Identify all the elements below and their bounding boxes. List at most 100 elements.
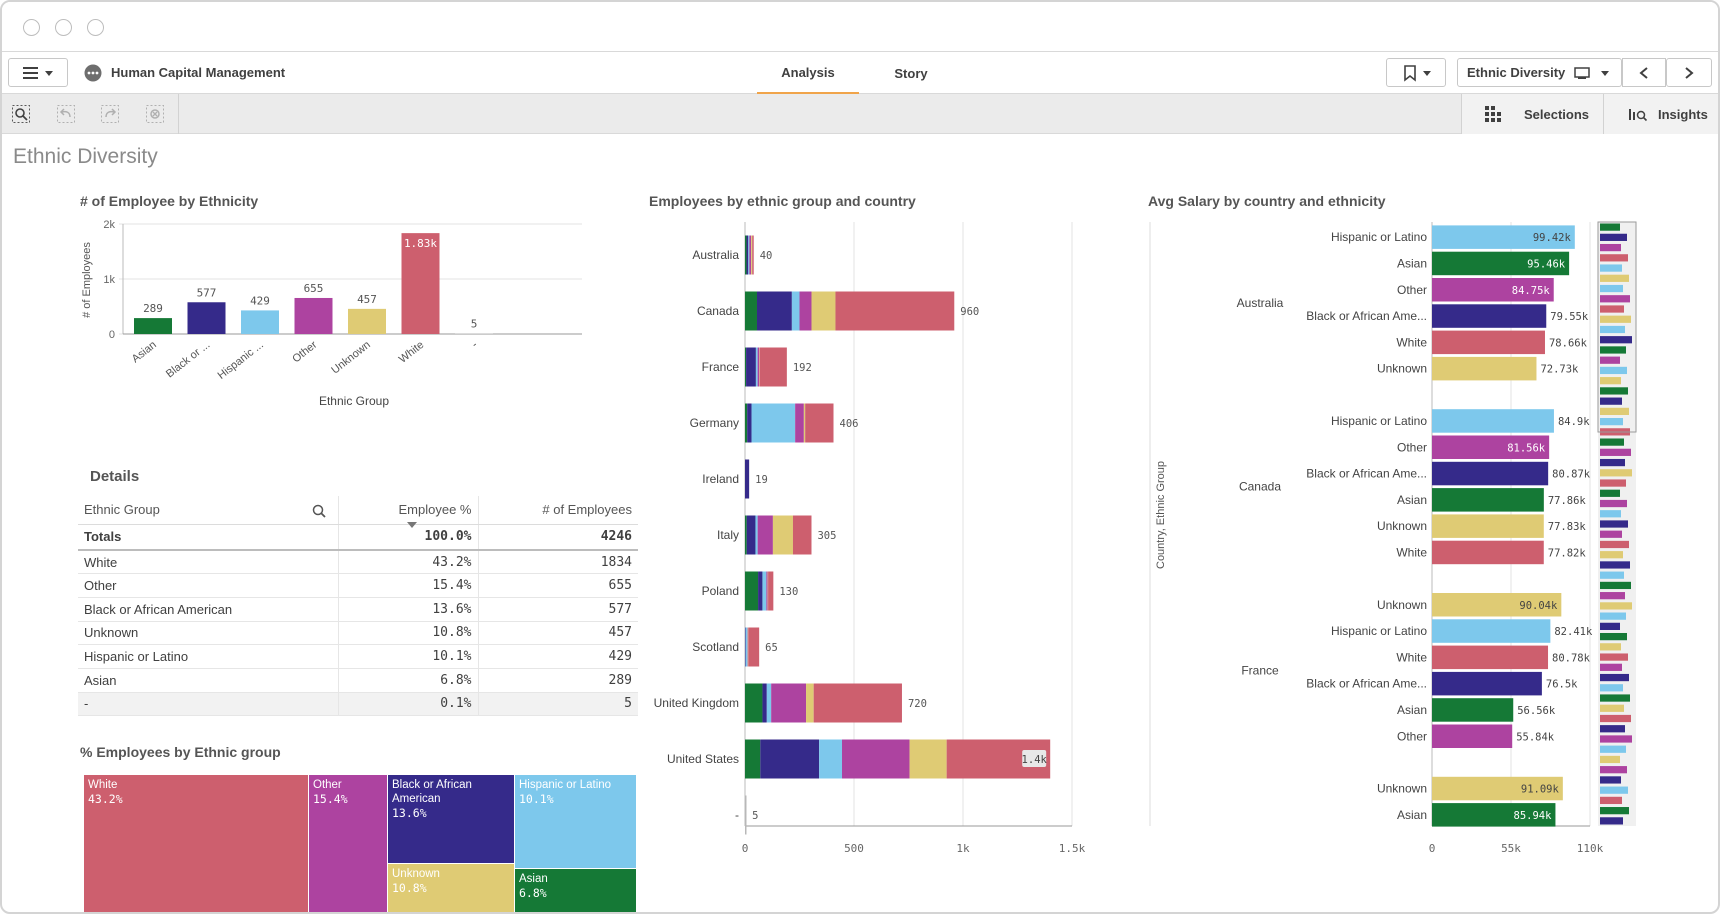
- table-row[interactable]: Asian 6.8% 289: [78, 668, 638, 693]
- bar-segment[interactable]: [835, 291, 955, 331]
- bar-segment[interactable]: [746, 515, 756, 555]
- bar-segment[interactable]: [759, 347, 787, 387]
- tab-story[interactable]: Story: [860, 52, 962, 94]
- bar-segment[interactable]: [766, 683, 772, 723]
- table-row[interactable]: White 43.2% 1834: [78, 550, 638, 575]
- bar-segment[interactable]: [745, 627, 748, 667]
- bar-segment[interactable]: [805, 403, 834, 443]
- bar-segment[interactable]: [803, 403, 806, 443]
- table-row[interactable]: -0.1% 5: [78, 692, 638, 717]
- bar-segment[interactable]: [772, 515, 793, 555]
- bar-segment[interactable]: [819, 739, 843, 779]
- clear-selections-button[interactable]: [143, 102, 167, 126]
- bar-segment[interactable]: [791, 291, 800, 331]
- previous-sheet-button[interactable]: [1622, 58, 1666, 87]
- salary-bar[interactable]: [1432, 330, 1545, 355]
- column-header-ethnic-group[interactable]: Ethnic Group: [78, 496, 338, 525]
- window-minimize-dot[interactable]: [55, 19, 72, 36]
- salary-bar[interactable]: [1432, 225, 1575, 249]
- bar-segment[interactable]: [746, 347, 756, 387]
- smart-search-button[interactable]: [9, 102, 33, 126]
- bar-segment[interactable]: [762, 683, 767, 723]
- table-row[interactable]: Hispanic or Latino 10.1% 429: [78, 644, 638, 669]
- app-options-icon[interactable]: [84, 64, 102, 82]
- column-header-employee-count[interactable]: # of Employees: [477, 496, 638, 525]
- salary-bar[interactable]: [1432, 356, 1537, 381]
- salary-bar[interactable]: [1432, 803, 1556, 827]
- minimap-viewport-handle[interactable]: [1597, 221, 1637, 433]
- window-zoom-dot[interactable]: [87, 19, 104, 36]
- ethnic-group-treemap[interactable]: White 43.2% Other 15.4% Black or African Ame…: [84, 775, 636, 912]
- table-row[interactable]: Other 15.4% 655: [78, 573, 638, 598]
- tab-analysis[interactable]: Analysis: [757, 52, 859, 94]
- salary-bar[interactable]: [1432, 514, 1544, 538]
- salary-bar-chart[interactable]: 0 55k 110k Country, Ethnic Group Hispanic or…: [1146, 214, 1720, 914]
- treemap-cell[interactable]: Hispanic or Latino 10.1%: [515, 775, 636, 868]
- bar-0[interactable]: [134, 318, 172, 334]
- bar-segment[interactable]: [751, 403, 796, 443]
- window-close-dot[interactable]: [23, 19, 40, 36]
- table-row[interactable]: Black or African American 13.6% 577: [78, 597, 638, 622]
- salary-bar[interactable]: [1432, 724, 1513, 749]
- bar-segment[interactable]: [909, 739, 947, 779]
- step-forward-button[interactable]: [98, 102, 122, 126]
- bar-2[interactable]: [241, 310, 279, 334]
- treemap-cell[interactable]: Black or African American 13.6%: [388, 775, 514, 863]
- bar-segment[interactable]: [751, 235, 753, 275]
- treemap-cell[interactable]: Asian 6.8%: [515, 869, 636, 912]
- salary-bar[interactable]: [1432, 278, 1554, 302]
- bar-segment[interactable]: [768, 571, 774, 611]
- bar-segment[interactable]: [746, 235, 749, 275]
- step-back-button[interactable]: [54, 102, 78, 126]
- sheet-selector[interactable]: Ethnic Diversity: [1457, 58, 1622, 87]
- bookmarks-button[interactable]: [1386, 58, 1446, 87]
- bar-segment[interactable]: [813, 683, 902, 723]
- bar-segment[interactable]: [749, 235, 752, 275]
- bar-segment[interactable]: [766, 571, 768, 611]
- salary-bar[interactable]: [1432, 619, 1551, 643]
- bar-segment[interactable]: [745, 739, 761, 779]
- salary-bar[interactable]: [1432, 698, 1514, 722]
- salary-bar[interactable]: [1432, 540, 1544, 565]
- bar-3[interactable]: [294, 297, 333, 334]
- treemap-cell[interactable]: White 43.2%: [84, 775, 308, 912]
- table-row[interactable]: Unknown 10.8% 457: [78, 621, 638, 646]
- bar-segment[interactable]: [745, 291, 757, 331]
- search-icon[interactable]: [312, 504, 326, 518]
- bar-segment[interactable]: [758, 571, 763, 611]
- ethnicity-bar-chart[interactable]: 0 1k 2k # of Employees 289 Asian 577 Black or .…: [78, 214, 648, 454]
- salary-bar[interactable]: [1432, 645, 1549, 670]
- column-header-employee-pct[interactable]: Employee %: [337, 496, 478, 525]
- bar-segment[interactable]: [762, 571, 767, 611]
- bar-segment[interactable]: [752, 235, 754, 275]
- salary-bar[interactable]: [1432, 409, 1554, 433]
- bar-segment[interactable]: [748, 627, 760, 667]
- bar-segment[interactable]: [745, 571, 759, 611]
- bar-segment[interactable]: [755, 347, 758, 387]
- salary-bar[interactable]: [1432, 776, 1563, 801]
- bar-4[interactable]: [348, 308, 386, 334]
- bar-segment[interactable]: [748, 235, 750, 275]
- salary-bar[interactable]: [1432, 593, 1562, 617]
- bar-6[interactable]: [455, 333, 493, 335]
- bar-5[interactable]: [401, 233, 440, 334]
- bar-segment[interactable]: [745, 459, 750, 499]
- bar-segment[interactable]: [757, 347, 760, 387]
- bar-segment[interactable]: [745, 515, 747, 555]
- bar-segment[interactable]: [745, 683, 763, 723]
- bar-segment[interactable]: [757, 515, 773, 555]
- bar-1[interactable]: [187, 302, 226, 334]
- bar-segment[interactable]: [745, 347, 747, 387]
- bar-segment[interactable]: [811, 291, 836, 331]
- bar-segment[interactable]: [745, 403, 748, 443]
- salary-bar[interactable]: [1432, 461, 1549, 486]
- salary-bar[interactable]: [1432, 304, 1547, 328]
- salary-bar[interactable]: [1432, 251, 1570, 276]
- bar-segment[interactable]: [842, 739, 910, 779]
- salary-bar[interactable]: [1432, 435, 1550, 460]
- salary-bar[interactable]: [1432, 671, 1542, 696]
- bar-segment[interactable]: [771, 683, 807, 723]
- bar-segment[interactable]: [755, 515, 758, 555]
- bar-segment[interactable]: [760, 739, 820, 779]
